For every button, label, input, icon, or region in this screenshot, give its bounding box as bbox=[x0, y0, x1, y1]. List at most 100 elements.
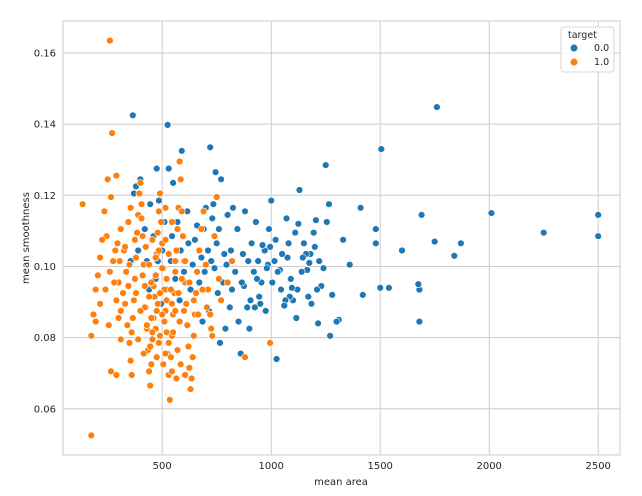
data-point-series-1 bbox=[130, 296, 138, 304]
data-point-series-1 bbox=[137, 214, 146, 223]
data-point-series-0 bbox=[233, 225, 242, 233]
data-point-series-1 bbox=[124, 282, 133, 290]
data-point-series-1 bbox=[121, 243, 129, 251]
data-point-series-0 bbox=[457, 239, 465, 248]
data-point-series-1 bbox=[190, 296, 198, 304]
data-point-series-0 bbox=[385, 284, 393, 292]
data-point-series-0 bbox=[265, 225, 273, 233]
data-point-series-0 bbox=[229, 204, 237, 212]
data-point-series-0 bbox=[253, 275, 261, 283]
data-point-series-1 bbox=[145, 293, 153, 301]
y-tick-label: 0.08 bbox=[34, 333, 56, 344]
data-point-series-1 bbox=[132, 253, 140, 262]
data-point-series-1 bbox=[161, 236, 170, 244]
data-point-series-1 bbox=[156, 289, 164, 297]
data-point-series-0 bbox=[300, 239, 308, 248]
data-point-series-0 bbox=[267, 196, 275, 205]
data-point-series-1 bbox=[153, 307, 161, 315]
data-point-series-0 bbox=[431, 237, 439, 246]
data-point-series-1 bbox=[155, 339, 163, 347]
data-point-series-1 bbox=[128, 328, 136, 336]
data-point-series-0 bbox=[263, 264, 271, 272]
legend-label-1: 1.0 bbox=[594, 57, 609, 68]
data-point-series-1 bbox=[161, 204, 170, 212]
data-point-series-0 bbox=[284, 239, 293, 248]
data-point-series-0 bbox=[299, 253, 307, 262]
data-point-series-0 bbox=[256, 300, 264, 308]
data-point-series-1 bbox=[117, 335, 125, 344]
data-point-series-1 bbox=[107, 367, 115, 376]
data-point-series-0 bbox=[310, 229, 318, 237]
legend: target 0.0 1.0 bbox=[560, 26, 615, 73]
data-point-series-0 bbox=[283, 253, 292, 262]
y-axis-label: mean smoothness bbox=[21, 192, 32, 284]
data-point-series-1 bbox=[133, 229, 141, 237]
y-tick-label: 0.10 bbox=[34, 262, 56, 273]
data-point-series-1 bbox=[131, 275, 139, 283]
legend-title: target bbox=[568, 30, 597, 41]
data-point-series-0 bbox=[288, 284, 296, 292]
data-point-series-1 bbox=[125, 339, 134, 347]
data-point-series-1 bbox=[105, 321, 113, 329]
data-point-series-0 bbox=[294, 220, 303, 228]
data-point-series-0 bbox=[280, 301, 288, 310]
data-point-series-1 bbox=[112, 371, 121, 379]
data-point-series-1 bbox=[167, 353, 175, 361]
data-point-series-1 bbox=[171, 268, 180, 276]
data-point-series-0 bbox=[311, 243, 319, 251]
data-point-series-0 bbox=[238, 278, 246, 287]
data-point-series-1 bbox=[107, 193, 115, 201]
data-point-series-0 bbox=[184, 239, 193, 248]
data-point-series-1 bbox=[185, 278, 194, 287]
data-point-series-1 bbox=[146, 342, 154, 351]
data-point-series-1 bbox=[115, 257, 124, 265]
data-point-series-1 bbox=[172, 246, 181, 255]
data-point-series-0 bbox=[376, 284, 384, 292]
data-point-series-0 bbox=[304, 293, 312, 301]
data-point-series-0 bbox=[287, 275, 295, 283]
data-point-series-1 bbox=[103, 175, 112, 184]
data-point-series-1 bbox=[171, 257, 180, 265]
data-point-series-1 bbox=[140, 349, 148, 358]
data-point-series-0 bbox=[274, 268, 282, 276]
data-point-series-0 bbox=[153, 164, 161, 173]
data-point-series-1 bbox=[96, 253, 104, 262]
data-point-series-1 bbox=[197, 225, 206, 233]
data-point-series-0 bbox=[292, 314, 300, 322]
data-point-series-1 bbox=[125, 261, 134, 269]
data-point-series-0 bbox=[272, 355, 281, 363]
data-point-series-1 bbox=[117, 307, 125, 315]
data-point-series-1 bbox=[132, 289, 140, 297]
data-point-series-1 bbox=[178, 207, 186, 216]
data-point-series-0 bbox=[277, 285, 285, 294]
data-point-series-0 bbox=[414, 280, 422, 288]
data-point-series-1 bbox=[179, 232, 187, 240]
data-point-series-1 bbox=[167, 285, 175, 294]
data-point-series-1 bbox=[266, 339, 274, 347]
data-point-series-1 bbox=[155, 207, 163, 216]
data-point-series-1 bbox=[131, 236, 139, 244]
data-point-series-0 bbox=[295, 186, 304, 194]
data-point-series-1 bbox=[183, 321, 192, 329]
data-point-series-0 bbox=[359, 291, 367, 299]
data-point-series-1 bbox=[78, 200, 87, 208]
data-point-series-0 bbox=[291, 229, 299, 237]
data-point-series-0 bbox=[206, 143, 214, 152]
data-point-series-1 bbox=[145, 367, 153, 376]
data-point-series-1 bbox=[165, 250, 173, 258]
data-point-series-0 bbox=[234, 317, 243, 326]
data-point-series-1 bbox=[89, 310, 98, 319]
data-point-series-0 bbox=[210, 264, 219, 272]
data-point-series-1 bbox=[168, 300, 176, 308]
data-point-series-1 bbox=[198, 285, 207, 294]
data-point-series-0 bbox=[243, 303, 251, 312]
data-point-series-1 bbox=[159, 360, 168, 368]
data-point-series-0 bbox=[216, 339, 224, 347]
data-point-series-1 bbox=[106, 36, 114, 45]
data-point-series-0 bbox=[141, 225, 149, 233]
data-point-series-1 bbox=[141, 282, 149, 290]
data-point-series-0 bbox=[197, 253, 206, 262]
data-point-series-0 bbox=[228, 285, 236, 294]
data-point-series-1 bbox=[145, 261, 153, 269]
y-tick-labels: 0.06 0.08 0.10 0.12 0.14 0.16 bbox=[34, 49, 56, 416]
